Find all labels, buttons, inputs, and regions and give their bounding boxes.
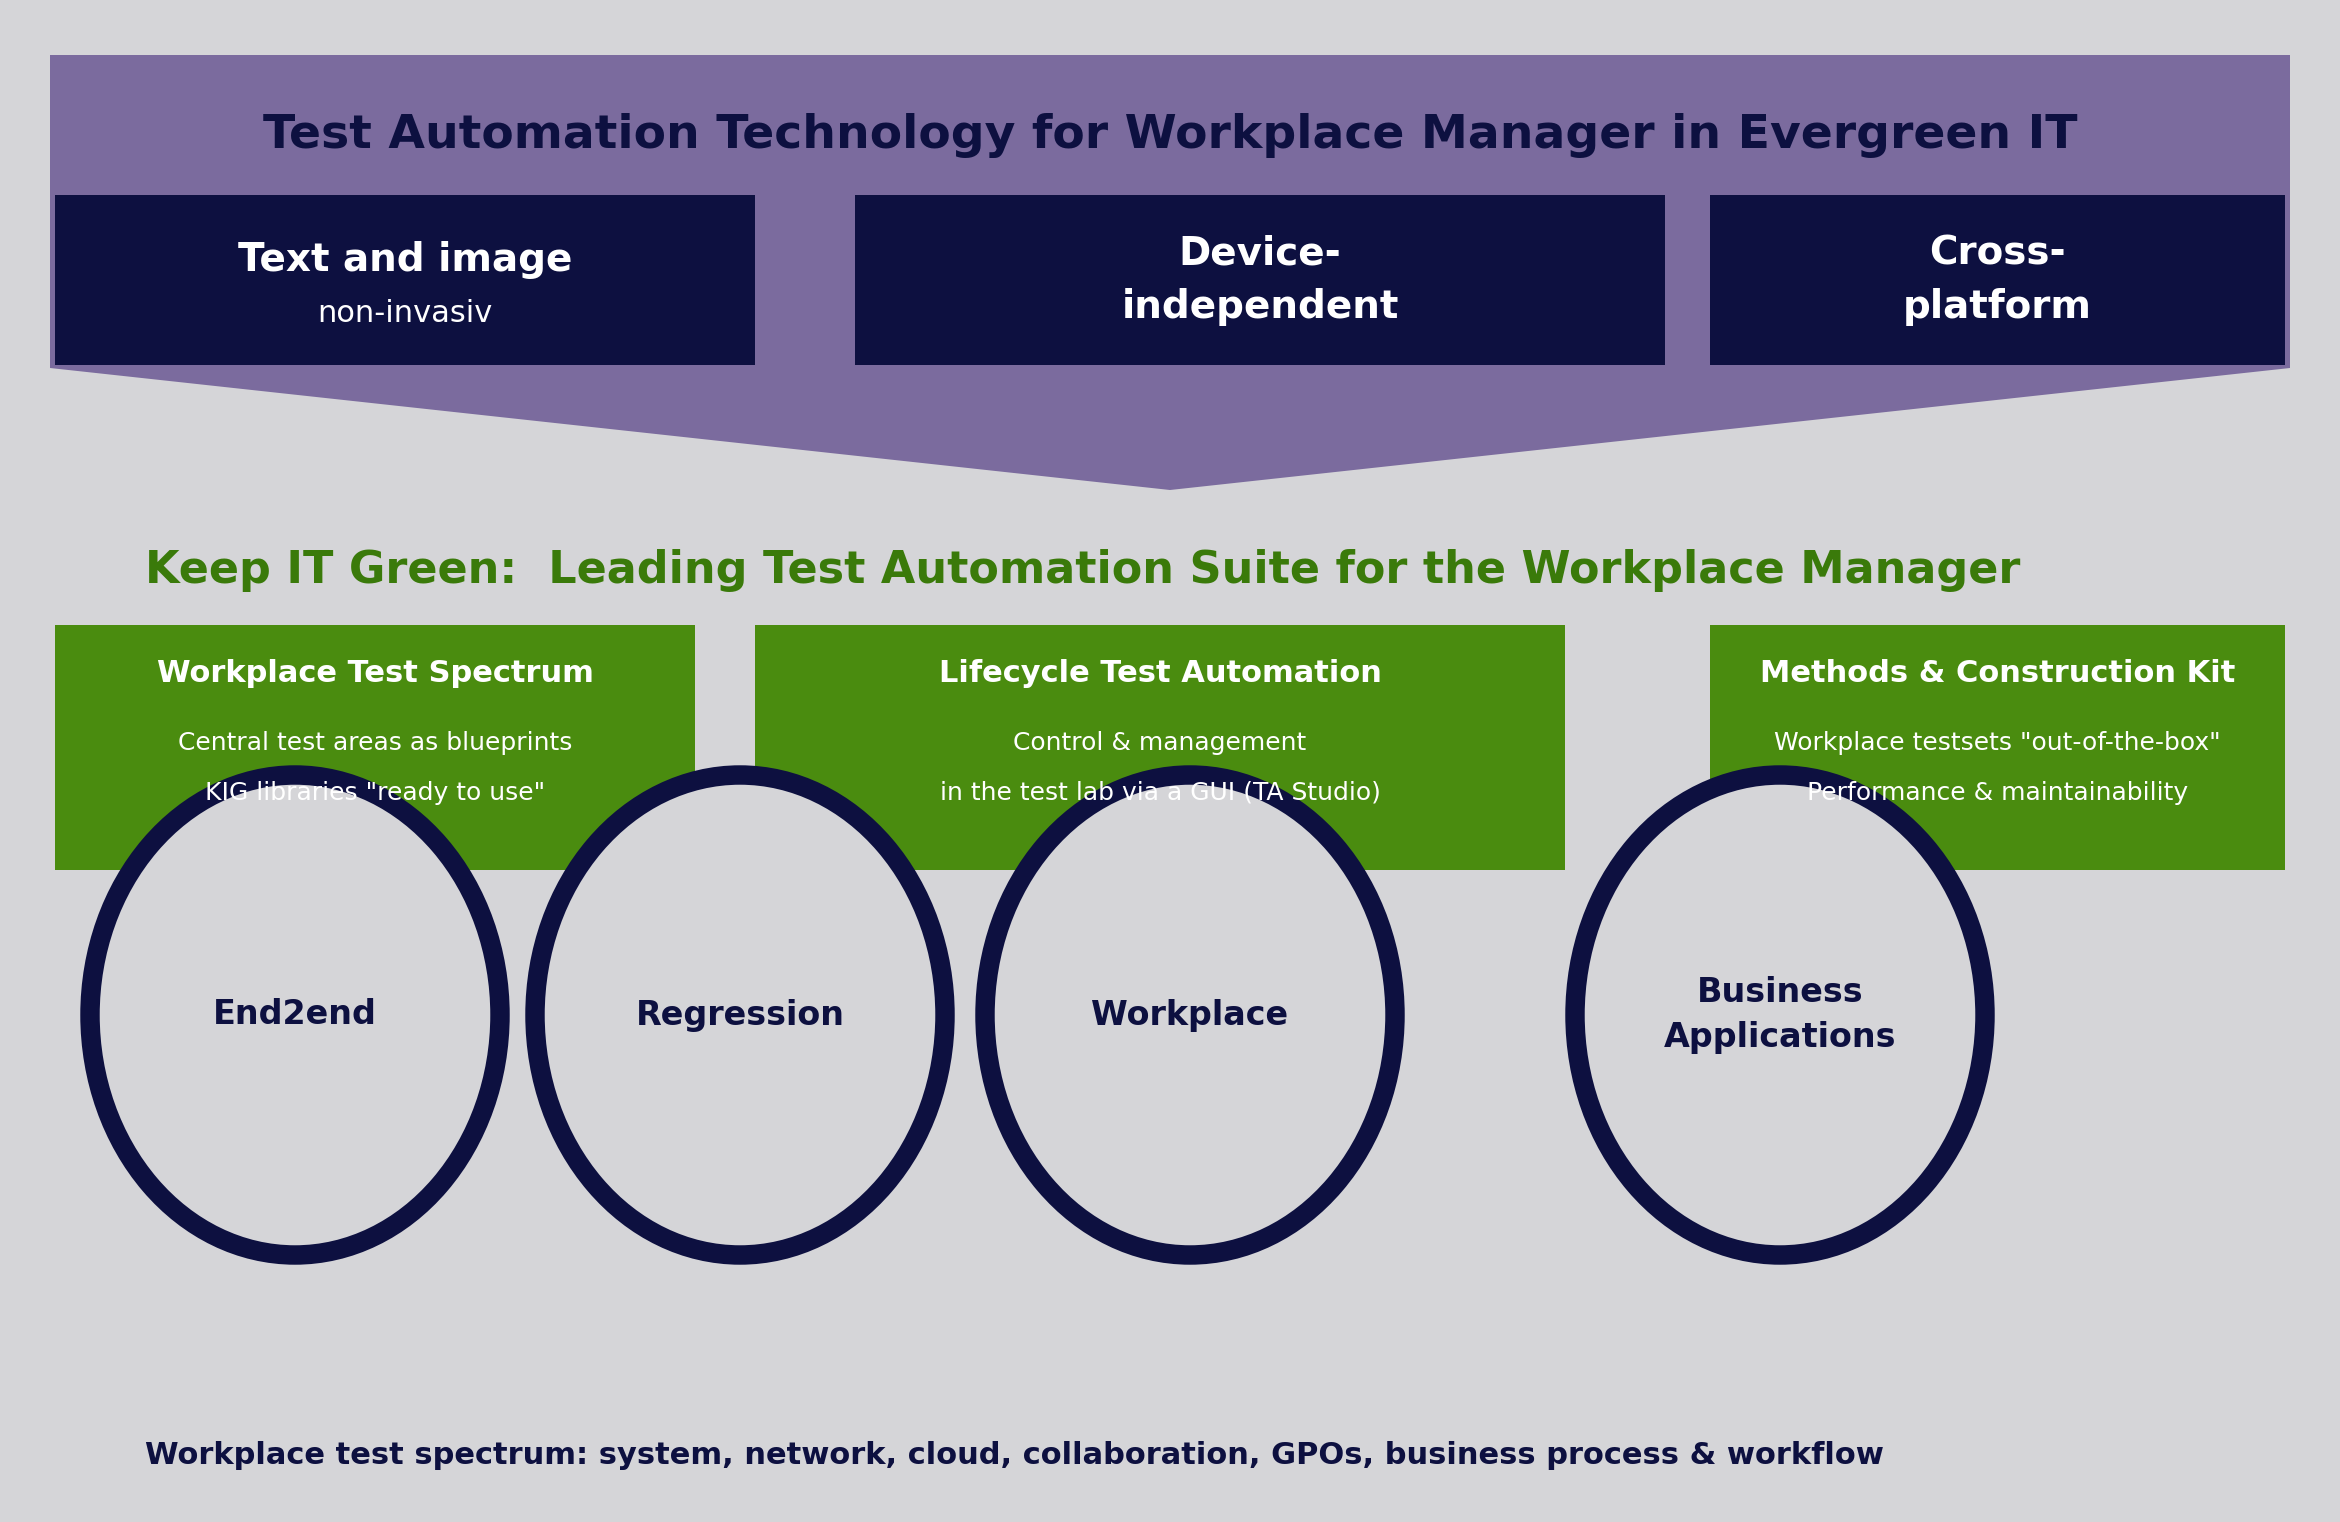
Text: non-invasiv: non-invasiv [318, 300, 494, 329]
FancyBboxPatch shape [1711, 626, 2284, 871]
FancyBboxPatch shape [56, 195, 756, 365]
Text: Regression: Regression [636, 998, 845, 1032]
Text: Test Automation Technology for Workplace Manager in Evergreen IT: Test Automation Technology for Workplace… [262, 113, 2078, 157]
Text: Workplace test spectrum: system, network, cloud, collaboration, GPOs, business p: Workplace test spectrum: system, network… [145, 1440, 1884, 1470]
Text: Device-
independent: Device- independent [1121, 234, 1399, 326]
Text: Methods & Construction Kit: Methods & Construction Kit [1760, 659, 2235, 688]
Text: KIG libraries "ready to use": KIG libraries "ready to use" [206, 781, 545, 805]
Text: Workplace: Workplace [1090, 998, 1289, 1032]
FancyBboxPatch shape [854, 195, 1666, 365]
Text: Workplace Test Spectrum: Workplace Test Spectrum [157, 659, 594, 688]
Text: Central test areas as blueprints: Central test areas as blueprints [178, 731, 573, 755]
Text: End2end: End2end [213, 998, 377, 1032]
Text: Cross-
platform: Cross- platform [1902, 234, 2092, 326]
Text: Lifecycle Test Automation: Lifecycle Test Automation [938, 659, 1381, 688]
Text: Business
Applications: Business Applications [1664, 976, 1895, 1055]
Text: Workplace testsets "out-of-the-box": Workplace testsets "out-of-the-box" [1774, 731, 2221, 755]
Text: Text and image: Text and image [239, 240, 573, 279]
Ellipse shape [536, 775, 945, 1256]
Text: in the test lab via a GUI (TA Studio): in the test lab via a GUI (TA Studio) [941, 781, 1381, 805]
Ellipse shape [89, 775, 501, 1256]
Text: Control & management: Control & management [1013, 731, 1306, 755]
Ellipse shape [985, 775, 1395, 1256]
FancyBboxPatch shape [756, 626, 1565, 871]
Ellipse shape [1575, 775, 1984, 1256]
Text: Keep IT Green:  Leading Test Automation Suite for the Workplace Manager: Keep IT Green: Leading Test Automation S… [145, 548, 2019, 592]
FancyBboxPatch shape [1711, 195, 2284, 365]
Polygon shape [49, 55, 2291, 490]
FancyBboxPatch shape [56, 626, 695, 871]
Text: Performance & maintainability: Performance & maintainability [1806, 781, 2188, 805]
